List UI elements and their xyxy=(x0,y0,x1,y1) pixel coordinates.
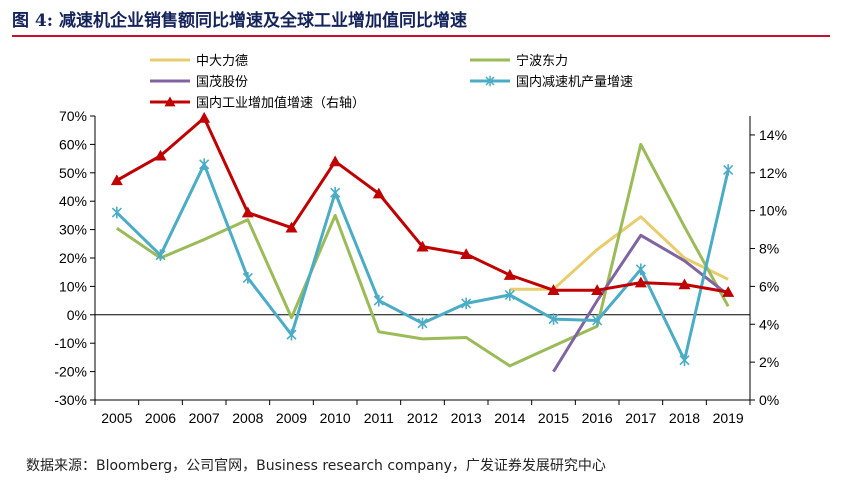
data-point xyxy=(242,272,253,284)
legend-item: 宁波东力 xyxy=(470,53,568,69)
series-3 xyxy=(111,158,734,367)
y-left-tick-label: 50% xyxy=(59,165,87,181)
data-point xyxy=(504,289,515,301)
series-2 xyxy=(552,233,730,373)
y-left-tick-label: 70% xyxy=(59,108,87,124)
y-right-tick-label: 12% xyxy=(759,165,787,181)
y-left-tick-label: 10% xyxy=(59,278,87,294)
data-point xyxy=(460,248,473,260)
x-tick-label: 2011 xyxy=(364,410,394,426)
data-point xyxy=(373,294,384,307)
data-point xyxy=(198,111,211,123)
x-tick-label: 2015 xyxy=(538,410,569,426)
data-point xyxy=(417,317,428,330)
series-line xyxy=(552,233,730,373)
data-point xyxy=(592,314,603,327)
series-line xyxy=(509,215,729,291)
x-tick-label: 2010 xyxy=(320,410,351,426)
x-tick-label: 2014 xyxy=(494,410,525,426)
legend-item: 国内减速机产量增速 xyxy=(470,74,633,90)
y-right-tick-label: 4% xyxy=(759,316,779,332)
legend-label: 国茂股份 xyxy=(196,75,248,90)
data-point xyxy=(155,249,166,262)
x-tick-label: 2007 xyxy=(189,410,220,426)
y-right-tick-label: 2% xyxy=(759,354,779,370)
source-note: 数据来源：Bloomberg，公司官网，Business research co… xyxy=(26,458,606,474)
legend-item: 中大力德 xyxy=(150,54,248,69)
y-right-tick-label: 10% xyxy=(759,203,787,219)
x-tick-label: 2006 xyxy=(145,410,176,426)
data-point xyxy=(199,158,210,171)
figure-title: 图 4: 减速机企业销售额同比增速及全球工业增加值同比增速 xyxy=(12,11,467,31)
title-rule xyxy=(12,35,830,37)
y-left-tick-label: 0% xyxy=(67,307,87,323)
data-point xyxy=(154,149,167,161)
series-4 xyxy=(110,111,735,297)
data-point xyxy=(723,164,734,176)
series-line xyxy=(115,162,730,362)
legend-item: 国内工业增加值增速（右轴） xyxy=(150,95,365,111)
x-tick-label: 2018 xyxy=(669,410,700,426)
legend-label: 宁波东力 xyxy=(516,53,568,69)
data-point xyxy=(372,187,385,199)
legend-label: 国内减速机产量增速 xyxy=(516,74,633,90)
x-tick-label: 2012 xyxy=(407,410,438,426)
data-point xyxy=(679,354,690,367)
x-tick-label: 2016 xyxy=(582,410,613,426)
legend-item: 国茂股份 xyxy=(150,75,248,90)
y-right-tick-label: 6% xyxy=(759,278,779,294)
y-left-tick-label: 60% xyxy=(59,136,87,152)
y-right-tick-label: 0% xyxy=(759,392,779,408)
x-tick-label: 2009 xyxy=(276,410,307,426)
series-1 xyxy=(115,142,730,368)
data-point xyxy=(722,286,735,297)
y-left-tick-label: 20% xyxy=(59,250,87,266)
data-point xyxy=(591,284,604,295)
y-left-tick-label: 30% xyxy=(59,222,87,238)
data-point xyxy=(634,276,647,288)
data-point xyxy=(286,328,297,341)
data-point xyxy=(547,284,560,295)
data-point xyxy=(330,186,341,199)
x-tick-label: 2019 xyxy=(713,410,744,426)
data-point xyxy=(678,278,691,290)
data-point xyxy=(329,155,342,167)
data-point xyxy=(635,263,646,276)
series-0 xyxy=(509,215,729,291)
data-point xyxy=(548,313,559,325)
data-point xyxy=(461,297,472,310)
legend-marker xyxy=(485,75,495,87)
y-left-tick-label: -10% xyxy=(54,335,87,351)
data-point xyxy=(111,206,122,219)
data-point xyxy=(285,221,298,233)
data-point xyxy=(110,174,123,186)
chart-axes: -30% -20% -10% 0% 10% 20% 30% 40% 50% 60% 70% 0% 2% 4… xyxy=(54,108,787,426)
data-point xyxy=(416,240,429,252)
x-tick-label: 2017 xyxy=(625,410,656,426)
x-tick-label: 2005 xyxy=(101,410,132,426)
legend-label: 中大力德 xyxy=(196,54,248,69)
legend-label: 国内工业增加值增速（右轴） xyxy=(196,95,365,111)
y-left-tick-label: 40% xyxy=(59,193,87,209)
x-tick-label: 2013 xyxy=(451,410,482,426)
legend-marker xyxy=(164,96,176,107)
y-left-tick-label: -30% xyxy=(54,392,87,408)
x-tick-label: 2008 xyxy=(232,410,263,426)
y-right-tick-label: 14% xyxy=(759,127,787,143)
data-point xyxy=(503,269,516,280)
chart-series xyxy=(110,111,735,373)
series-line xyxy=(115,142,730,368)
y-left-tick-label: -20% xyxy=(54,364,87,380)
y-right-tick-label: 8% xyxy=(759,241,779,257)
data-point xyxy=(241,206,254,218)
